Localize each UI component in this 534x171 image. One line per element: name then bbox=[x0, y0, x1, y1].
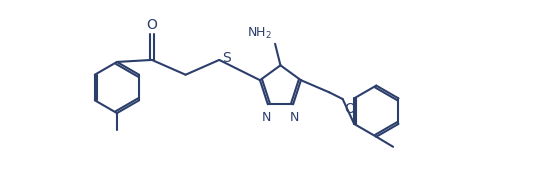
Text: N: N bbox=[290, 111, 299, 124]
Text: N: N bbox=[262, 111, 271, 124]
Text: O: O bbox=[146, 18, 158, 32]
Text: O: O bbox=[344, 102, 355, 116]
Text: S: S bbox=[222, 51, 231, 65]
Text: NH$_2$: NH$_2$ bbox=[247, 26, 272, 41]
